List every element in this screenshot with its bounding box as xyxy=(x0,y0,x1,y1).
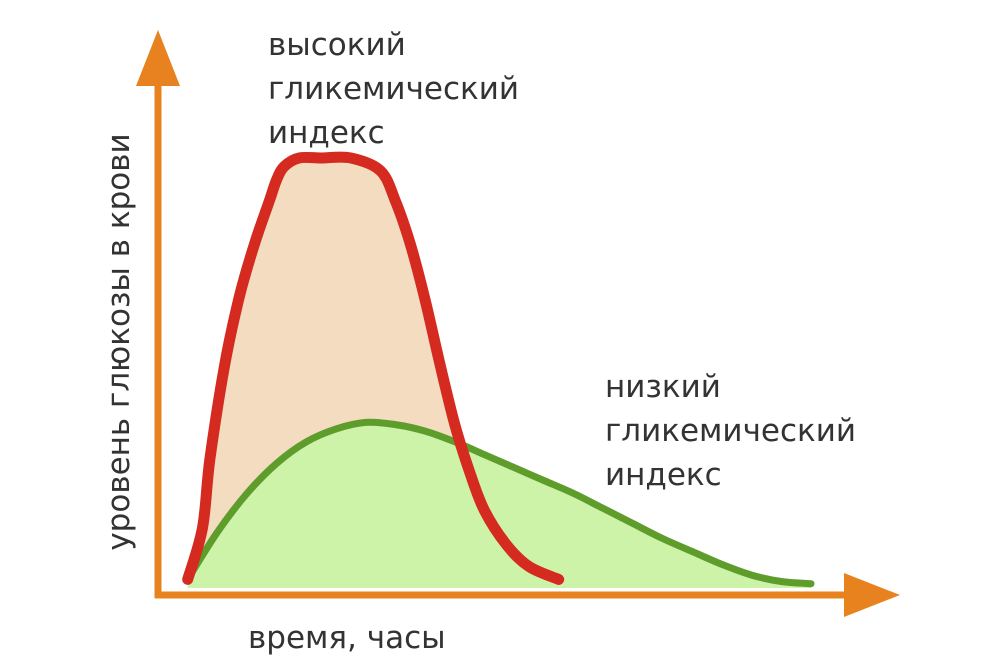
chart-lines xyxy=(182,151,815,588)
high-label-line: гликемический xyxy=(268,71,519,107)
high-gi-label: высокий гликемический индекс xyxy=(268,27,519,151)
low-label-line: гликемический xyxy=(605,413,856,449)
x-axis-arrow xyxy=(844,573,900,617)
high-gi-curve xyxy=(182,151,565,585)
x-axis-label: время, часы xyxy=(248,620,446,656)
chart-axes xyxy=(136,30,900,617)
low-gi-curve xyxy=(184,418,815,588)
y-axis-label: уровень глюкозы в крови xyxy=(101,133,137,550)
low-gi-label: низкий гликемический индекс xyxy=(605,369,856,493)
low-label-line: низкий xyxy=(605,369,721,405)
low-gi-area xyxy=(187,422,811,588)
high-label-line: высокий xyxy=(268,27,406,63)
high-label-line: индекс xyxy=(268,115,385,151)
low-label-line: индекс xyxy=(605,457,722,493)
chart-areas xyxy=(187,157,811,588)
y-axis-arrow xyxy=(136,30,180,86)
